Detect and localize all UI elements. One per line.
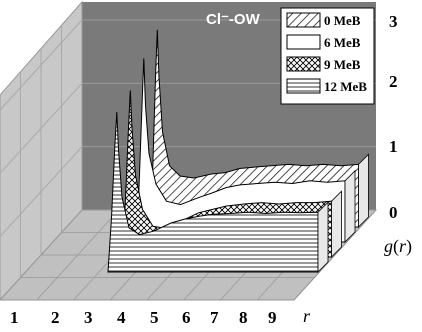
x-tick-2: 2 <box>51 308 60 327</box>
x-tick-5: 5 <box>150 308 159 327</box>
series-side-2 <box>331 190 342 258</box>
series-side-0 <box>358 153 369 228</box>
x-tick-3: 3 <box>84 308 93 327</box>
legend-swatch-1 <box>286 34 321 50</box>
series-area-0 <box>147 29 359 228</box>
legend-label-3: 12 MeB <box>324 79 367 94</box>
x-axis-ticks: 1 2 3 4 5 6 7 8 9 <box>10 308 277 327</box>
y-tick-3: 3 <box>389 12 398 31</box>
x-tick-4: 4 <box>117 308 126 327</box>
series-area-1 <box>134 58 346 243</box>
x-tick-6: 6 <box>182 308 191 327</box>
series-side-3 <box>317 201 329 273</box>
series-side-1 <box>344 169 356 243</box>
series-0 <box>147 29 369 228</box>
legend-label-1: 6 MeB <box>324 35 361 50</box>
y-tick-1: 1 <box>389 137 398 156</box>
legend-swatch-3 <box>286 78 321 94</box>
legend-label-0: 0 MeB <box>324 13 361 28</box>
y-tick-2: 2 <box>389 72 398 91</box>
x-axis-label: r <box>303 306 311 326</box>
x-tick-7: 7 <box>210 308 219 327</box>
x-tick-9: 9 <box>268 308 277 327</box>
legend-swatch-0 <box>286 12 321 28</box>
x-tick-1: 1 <box>10 308 19 327</box>
floor-depthline-1 <box>36 209 120 301</box>
series-3 <box>107 112 329 273</box>
legend-swatch-2 <box>286 56 321 72</box>
y-axis-label: g(r) <box>384 236 412 257</box>
floor-depthline-8 <box>293 209 377 301</box>
legend-label-2: 9 MeB <box>324 57 361 72</box>
chart-title: Cl⁻-OW <box>206 11 261 28</box>
legend: 0 MeB 6 MeB 9 MeB 12 MeB <box>280 7 375 105</box>
series-1 <box>134 58 356 243</box>
series-area-3 <box>107 112 319 273</box>
x-tick-8: 8 <box>239 308 248 327</box>
y-axis-ticks: 0 1 2 3 <box>389 12 398 222</box>
y-tick-0: 0 <box>389 203 398 222</box>
